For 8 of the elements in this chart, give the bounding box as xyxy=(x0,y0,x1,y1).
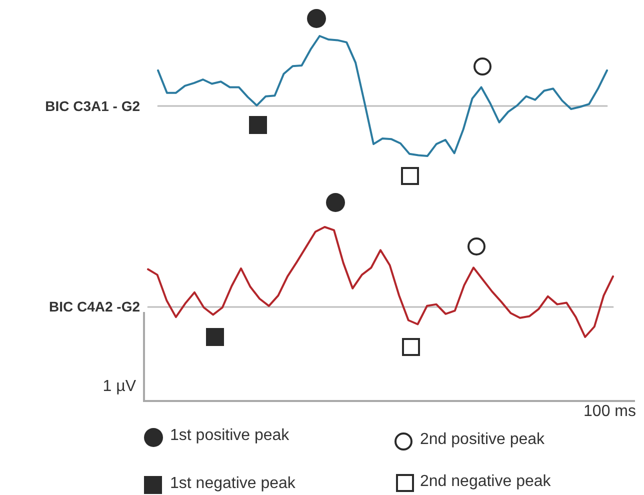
y-axis-title: BIC C3A1 - G2 xyxy=(45,98,140,114)
y-axis-title: BIC C4A2 -G2 xyxy=(48,298,140,315)
text: 1st negative peak xyxy=(170,475,296,493)
text: 2nd positive peak xyxy=(420,431,545,449)
text: 2nd negative peak xyxy=(420,473,551,491)
text: 1 µV xyxy=(102,378,136,396)
text: 1st positive peak xyxy=(170,427,290,445)
text: 100 ms xyxy=(584,403,636,421)
